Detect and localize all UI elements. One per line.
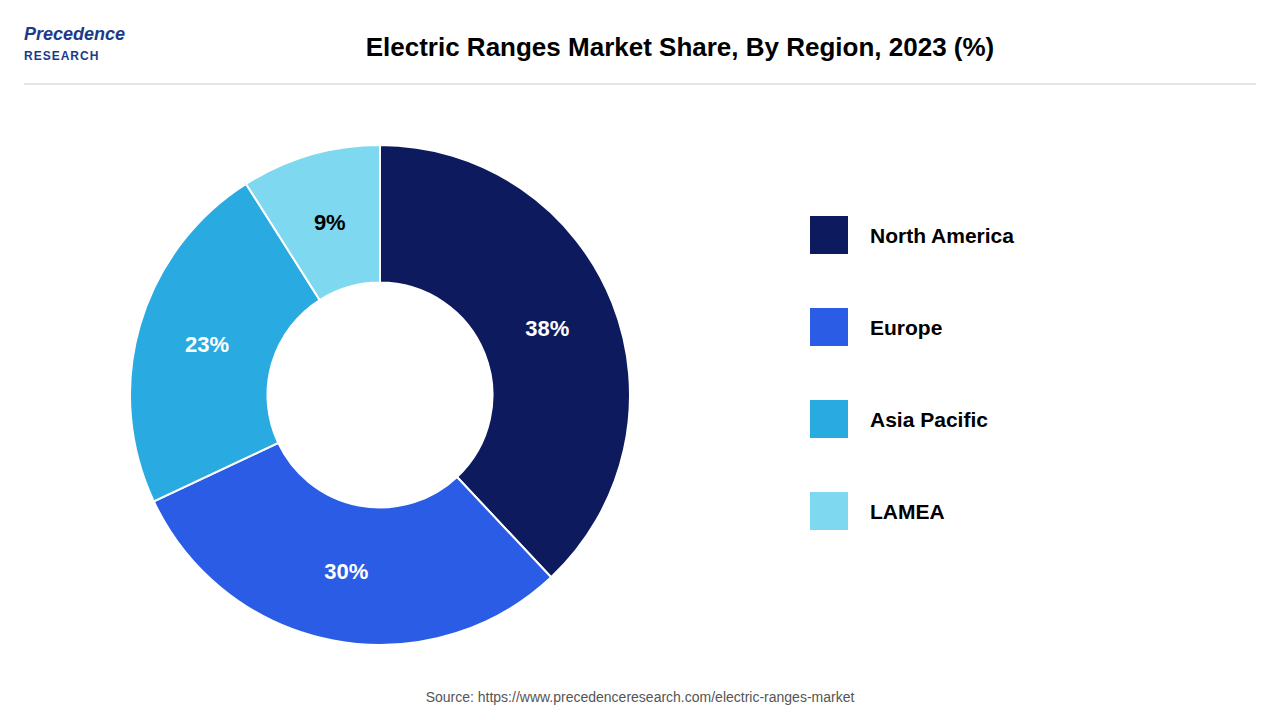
slices — [130, 145, 630, 645]
data-label: 38% — [525, 316, 569, 341]
background — [0, 0, 1280, 720]
data-label: 30% — [324, 559, 368, 584]
legend-swatch — [810, 308, 848, 346]
legend-label: Asia Pacific — [870, 408, 988, 431]
chart-container: Precedence RESEARCH Electric Ranges Market… — [0, 0, 1280, 720]
legend-swatch — [810, 492, 848, 530]
logo-subtext: RESEARCH — [24, 49, 99, 63]
legend-swatch — [810, 216, 848, 254]
slice-labels: 38% 30% 23% 9% — [185, 210, 569, 585]
separator — [24, 84, 1256, 85]
legend-label: Europe — [870, 316, 942, 339]
title: Electric Ranges Market Share, By Region,… — [366, 32, 995, 62]
legend-swatch — [810, 400, 848, 438]
legend: North America Europe Asia Pacific LAMEA — [810, 216, 1014, 530]
legend-label: North America — [870, 224, 1014, 247]
data-label: 23% — [185, 332, 229, 357]
data-label: 9% — [314, 210, 346, 235]
source-text: Source: https://www.precedenceresearch.c… — [426, 689, 855, 705]
legend-label: LAMEA — [870, 500, 945, 523]
slice — [246, 145, 380, 300]
chart-svg: Precedence RESEARCH Electric Ranges Market… — [0, 0, 1280, 720]
logo-text: Precedence — [24, 24, 125, 44]
